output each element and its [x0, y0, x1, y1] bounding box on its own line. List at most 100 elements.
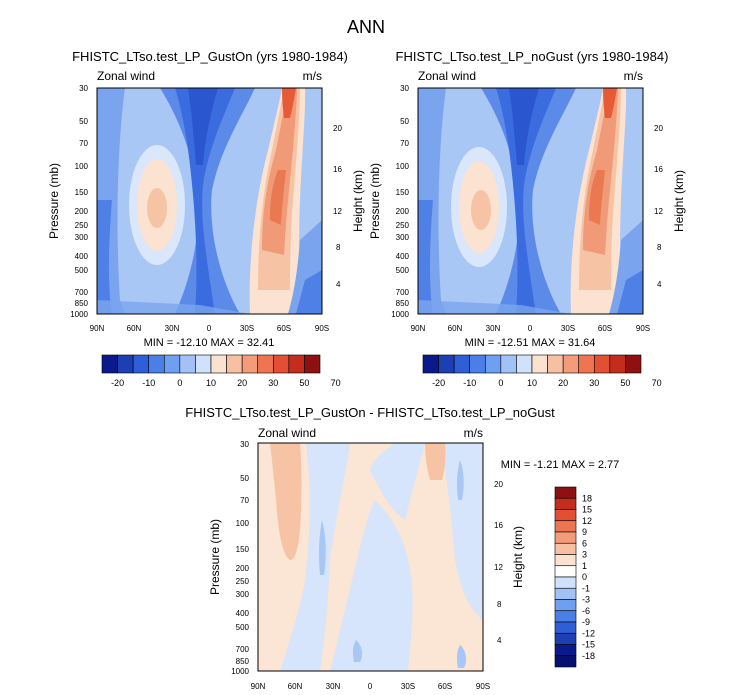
y-tick-label: 200: [75, 207, 89, 216]
y2-tick-label: 12: [654, 207, 663, 216]
colorbar-swatch: [257, 354, 274, 374]
colorbar-swatch: [554, 576, 577, 589]
x-tick-label: 30N: [486, 324, 501, 333]
y-tick-label: 400: [396, 252, 410, 261]
y-axis-label: Pressure (mb): [47, 163, 61, 239]
panel-difference: FHISTC_LTso.test_LP_GustOn - FHISTC_LTso…: [185, 405, 619, 691]
colorbar-tick-label: -10: [463, 378, 476, 388]
y-tick-label: 1000: [391, 310, 409, 319]
y-tick-label: 250: [396, 221, 410, 230]
x-tick-label: 30N: [165, 324, 180, 333]
colorbar-tick-label: -6: [582, 606, 590, 616]
colorbar: -20 -10 0 10 20 30 50 70: [101, 354, 341, 388]
units-label: m/s: [624, 69, 643, 83]
y2-tick-label: 8: [657, 243, 662, 252]
y-ticks: 30 50 70 100 150 200 250 300 400 500 700…: [70, 84, 88, 319]
x-tick-label: 30S: [401, 682, 415, 691]
colorbar-swatch: [500, 354, 517, 374]
colorbar-swatch: [554, 632, 577, 645]
y-tick-label: 1000: [231, 667, 249, 676]
colorbar-swatch: [210, 354, 227, 374]
colorbar-swatch: [554, 520, 577, 533]
colorbar-swatch: [562, 354, 580, 374]
y-tick-label: 500: [236, 623, 250, 632]
x-ticks: 90N 60N 30N 0 30S 60S 90S: [251, 682, 490, 691]
y-tick-label: 700: [396, 288, 410, 297]
y-tick-label: 100: [236, 519, 250, 528]
x-tick-label: 0: [528, 324, 533, 333]
y-ticks: 30 50 70 100 150 200 250 300 400 500 700…: [391, 84, 409, 319]
colorbar-tick-label: 20: [558, 378, 568, 388]
colorbar-tick-label: 10: [206, 378, 216, 388]
colorbar-swatch: [554, 565, 577, 578]
colorbar-swatch: [179, 354, 196, 374]
y-tick-label: 400: [236, 609, 250, 618]
y2-tick-label: 16: [333, 165, 342, 174]
colorbar-tick-label: 9: [582, 527, 587, 537]
x-tick-label: 60S: [438, 682, 452, 691]
y-tick-label: 1000: [70, 310, 88, 319]
y-axis-label: Pressure (mb): [368, 163, 382, 239]
x-tick-label: 90N: [411, 324, 426, 333]
y2-tick-label: 16: [494, 521, 503, 530]
colorbar: -20 -10 0 10 20 30 50 70: [422, 354, 662, 388]
y-axis-label: Pressure (mb): [208, 519, 222, 595]
y-tick-label: 300: [396, 233, 410, 242]
plot-frame: [417, 87, 644, 315]
min-max-stats: MIN = -12.51 MAX = 31.64: [465, 337, 596, 349]
colorbar-swatch: [469, 354, 486, 374]
colorbar-swatch: [547, 354, 564, 374]
colorbar-swatch: [554, 486, 577, 499]
y2-tick-label: 12: [333, 207, 342, 216]
y2-tick-label: 20: [494, 480, 503, 489]
y-tick-label: 70: [240, 496, 249, 505]
x-tick-label: 90S: [636, 324, 650, 333]
colorbar-tick-label: 50: [299, 378, 309, 388]
x-tick-label: 90S: [315, 324, 329, 333]
y-tick-label: 50: [400, 117, 409, 126]
y-tick-label: 50: [240, 474, 249, 483]
y-tick-label: 100: [396, 162, 410, 171]
units-label: m/s: [464, 426, 483, 440]
y2-axis-label: Height (km): [672, 170, 686, 232]
colorbar-tick-label: 15: [582, 505, 592, 515]
colorbar-swatch: [554, 655, 577, 668]
x-tick-label: 0: [207, 324, 212, 333]
colorbar-swatch: [554, 599, 577, 612]
panel-title: FHISTC_LTso.test_LP_GustOn (yrs 1980-198…: [72, 49, 348, 64]
plot-frame: [96, 87, 323, 315]
colorbar-swatch: [226, 354, 243, 374]
colorbar-swatch: [438, 354, 455, 374]
colorbar-swatch: [554, 554, 577, 567]
y2-tick-label: 20: [654, 124, 663, 133]
colorbar-tick-label: 70: [652, 378, 662, 388]
y2-tick-label: 8: [336, 243, 341, 252]
colorbar-swatch: [609, 354, 626, 374]
y2-tick-label: 12: [494, 563, 503, 572]
y-tick-label: 150: [236, 545, 250, 554]
units-label: m/s: [303, 69, 322, 83]
colorbar-swatch: [288, 354, 305, 374]
y-tick-label: 30: [240, 440, 249, 449]
colorbar-tick-label: -10: [142, 378, 155, 388]
colorbar-tick-label: 50: [620, 378, 630, 388]
y2-tick-label: 20: [333, 124, 342, 133]
colorbar-tick-label: -20: [111, 378, 124, 388]
panel-title: FHISTC_LTso.test_LP_GustOn - FHISTC_LTso…: [185, 405, 555, 420]
colorbar-swatch: [578, 354, 595, 374]
colorbar-tick-label: 20: [237, 378, 247, 388]
y2-ticks: 20 16 12 8 4: [494, 480, 503, 645]
x-tick-label: 60N: [127, 324, 142, 333]
colorbar-swatch: [554, 587, 577, 600]
colorbar-swatch: [117, 354, 134, 374]
colorbar-swatch: [554, 542, 577, 555]
y-tick-label: 150: [75, 188, 89, 197]
colorbar-swatch: [484, 354, 502, 374]
colorbar-swatch: [241, 354, 259, 374]
y-tick-label: 250: [236, 577, 250, 586]
colorbar-tick-label: -9: [582, 617, 590, 627]
x-ticks: 90N 60N 30N 0 30S 60S 90S: [90, 324, 329, 333]
y2-tick-label: 4: [336, 280, 341, 289]
x-tick-label: 0: [368, 682, 373, 691]
